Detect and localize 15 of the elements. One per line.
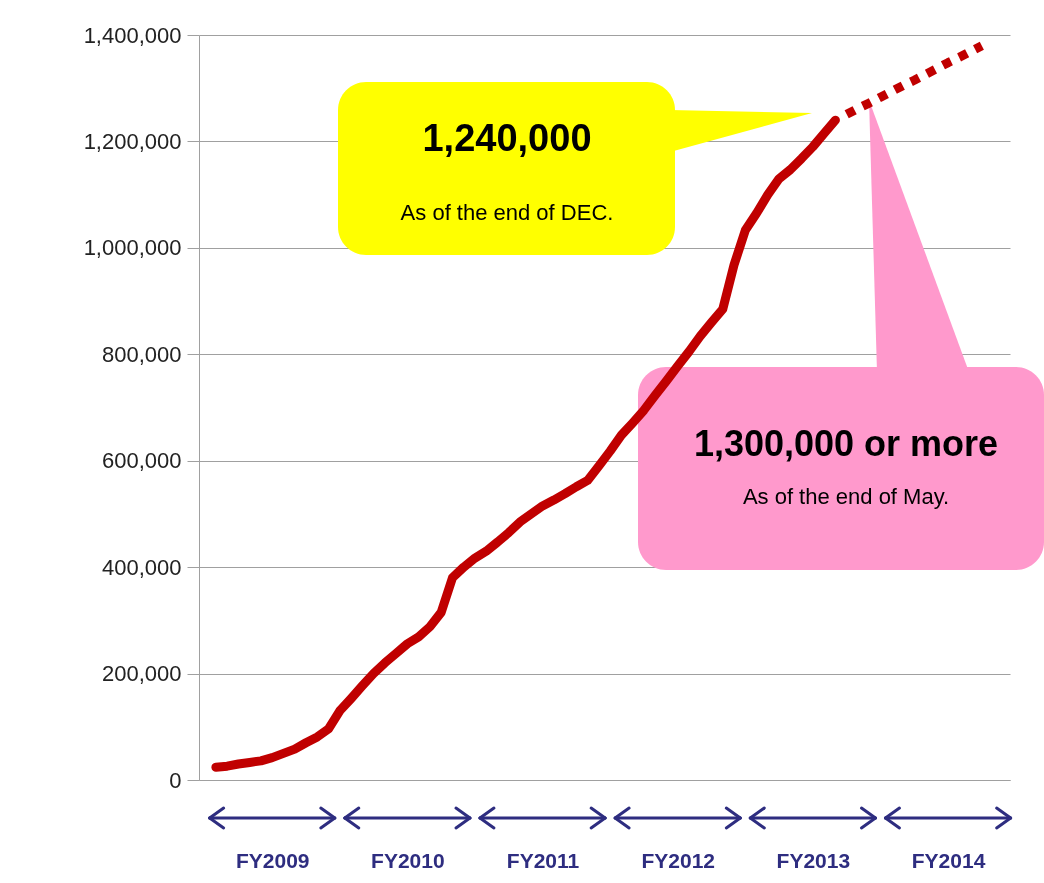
y-tick-label: 1,000,000 xyxy=(83,235,182,261)
y-tick-label: 1,400,000 xyxy=(83,22,182,48)
y-tick-label: 600,000 xyxy=(101,448,182,474)
y-tick-label: 0 xyxy=(169,767,182,793)
y-tick-label: 800,000 xyxy=(101,341,182,367)
annotation: 1,300,000 or more As of the end of May. xyxy=(693,423,999,509)
x-tick-label: FY2009 xyxy=(235,848,310,872)
x-tick-label: FY2012 xyxy=(641,848,715,872)
y-tick-label: 200,000 xyxy=(101,661,182,687)
y-tick-label: 1,200,000 xyxy=(83,128,182,154)
x-tick-label: FY2010 xyxy=(371,848,445,872)
x-tick-label: FY2014 xyxy=(911,848,986,872)
x-tick-label: FY2011 xyxy=(506,848,580,872)
y-tick-label: 400,000 xyxy=(101,554,182,580)
x-tick-label: FY2013 xyxy=(776,848,851,872)
